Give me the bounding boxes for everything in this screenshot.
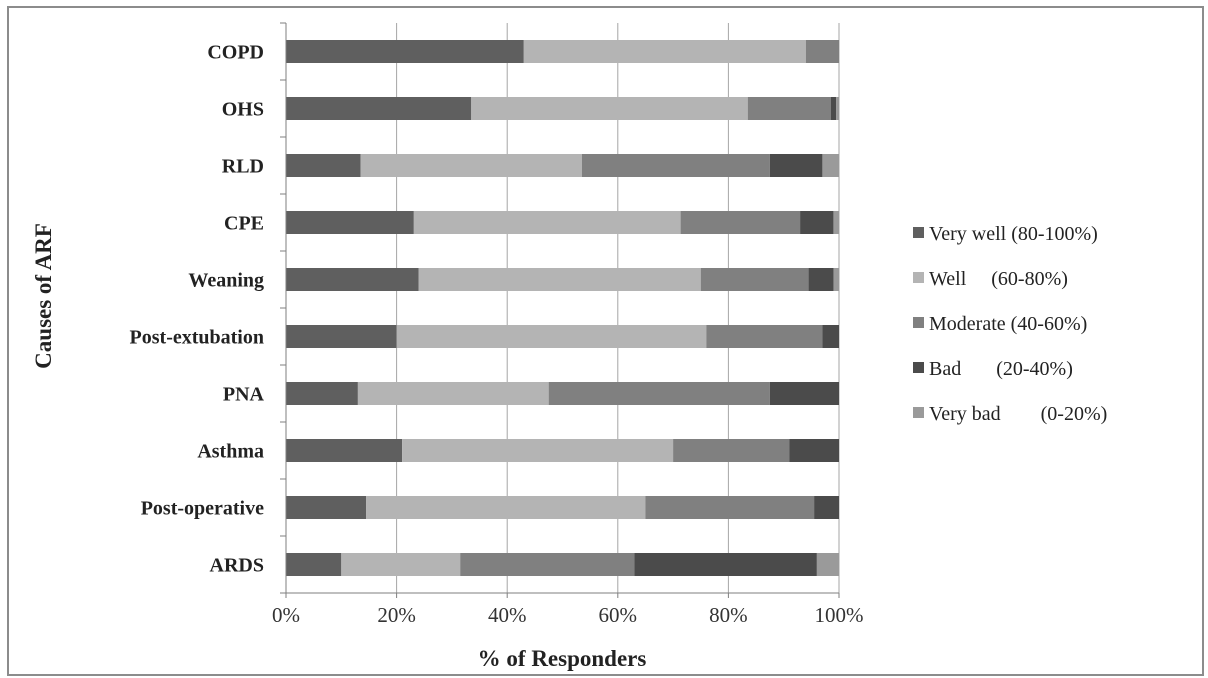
bar-segment [581,154,770,177]
bar-segment [808,268,834,291]
bar-segment [396,325,707,348]
legend-swatch [913,272,924,283]
bar-segment [286,40,524,63]
bar-segment [286,382,358,405]
y-axis-title: Causes of ARF [31,223,56,369]
axes [280,22,840,598]
legend-swatch [913,317,924,328]
chart-frame [7,6,1204,676]
x-tick-label: 0% [272,603,300,627]
category-label: Weaning [188,270,264,292]
legend-swatch [913,227,924,238]
bar-segment [814,496,839,519]
bar-segment [822,325,839,348]
legend-swatch [913,407,924,418]
bar-segment [366,496,646,519]
category-label: RLD [222,156,264,178]
legend-swatch [913,362,924,373]
x-tick-label: 60% [599,603,638,627]
bar-segment [805,40,839,63]
x-tick-label: 40% [488,603,527,627]
bar-segment [286,154,361,177]
bar-segment [680,211,801,234]
bar-segment [286,325,397,348]
bar-segment [286,553,342,576]
category-label: Post-operative [141,498,264,520]
bar-segment [357,382,549,405]
legend-label: Well (60-80%) [929,268,1068,290]
bar-segment [822,154,839,177]
x-tick-label: 20% [377,603,416,627]
bar-segment [769,154,823,177]
category-label: ARDS [210,555,264,577]
bar-segment [360,154,582,177]
bar-segment [673,439,790,462]
bar-segment [747,97,831,120]
bar-segment [700,268,809,291]
bar-segment [523,40,806,63]
category-label: Asthma [197,441,264,463]
bar-segment [286,268,419,291]
x-tick-label: 100% [815,603,864,627]
bar-segment [413,211,681,234]
bar-segment [816,553,839,576]
category-label: COPD [207,42,264,64]
bar-segment [645,496,815,519]
legend: Very well (80-100%) Well (60-80%) Moderate… [913,223,1107,425]
bar-segment [634,553,817,576]
x-tick-labels: 0% 20% 40% 60% 80% 100% [272,603,864,627]
bar-segment [833,211,839,234]
bar-segment [402,439,674,462]
bar-segment [418,268,701,291]
category-label: OHS [222,99,264,121]
legend-label: Bad (20-40%) [929,358,1073,380]
bar-segment [548,382,770,405]
category-label: Post-extubation [130,327,264,349]
legend-label: Very bad (0-20%) [929,403,1107,425]
bar-segment [460,553,635,576]
bar-segment [286,211,414,234]
category-label: CPE [224,213,264,235]
bar-segment [471,97,748,120]
legend-label: Moderate (40-60%) [929,313,1087,335]
category-label: PNA [223,384,265,406]
bar-segment [286,439,403,462]
bar-segment [789,439,839,462]
x-axis-title: % of Responders [478,646,647,671]
bar-segment [830,97,837,120]
bar-segment [833,268,839,291]
bar-segment [836,97,839,120]
x-tick-label: 80% [709,603,748,627]
bar-segment [800,211,834,234]
category-labels: COPD OHS RLD CPE Weaning Post-extubation PNA As… [130,42,265,577]
bars [286,40,839,576]
bar-segment [341,553,461,576]
bar-segment [769,382,839,405]
bar-segment [286,496,367,519]
bar-segment [706,325,823,348]
legend-label: Very well (80-100%) [929,223,1098,245]
bar-segment [286,97,472,120]
